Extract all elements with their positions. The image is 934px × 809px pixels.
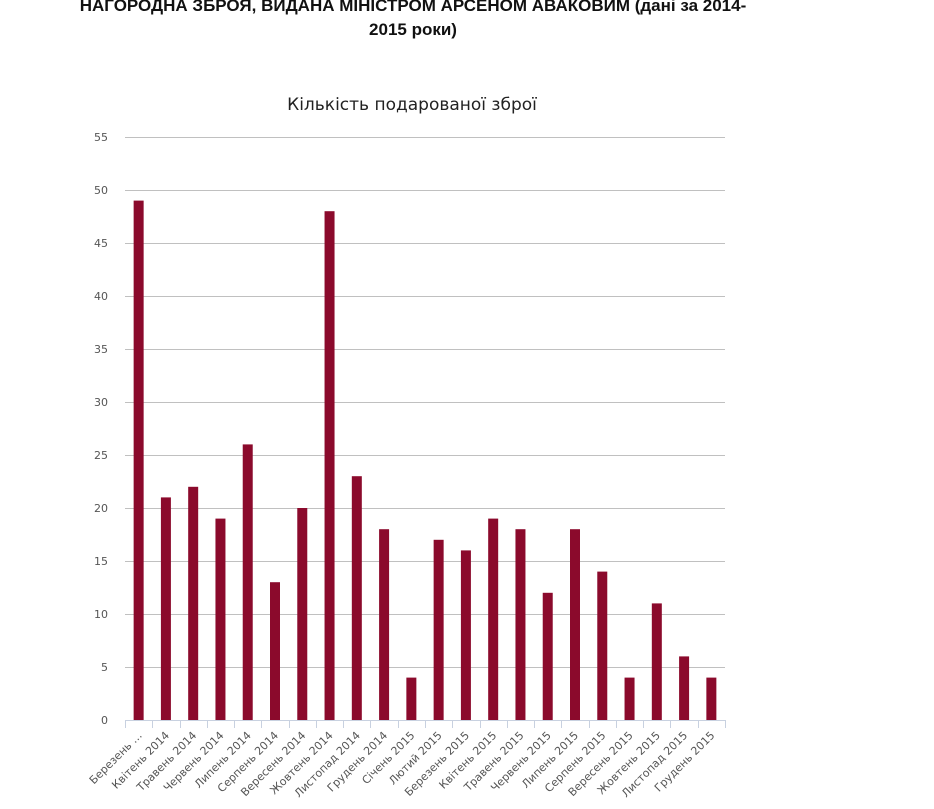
chart-title: Кількість подарованої зброї: [287, 95, 537, 115]
y-tick-label: 55: [94, 131, 108, 144]
y-tick-label: 0: [101, 714, 108, 727]
bar[interactable]: [270, 582, 280, 720]
y-tick-label: 20: [94, 502, 108, 515]
chart-bars: [133, 200, 717, 721]
bar[interactable]: [215, 518, 226, 720]
y-tick-label: 25: [94, 449, 108, 462]
y-tick-label: 50: [94, 184, 108, 197]
y-tick-label: 10: [94, 608, 108, 621]
chart-gridlines: [125, 137, 725, 668]
page-title-line-2: 2015 роки): [369, 20, 457, 39]
y-tick-label: 40: [94, 290, 108, 303]
bar[interactable]: [160, 497, 171, 720]
bar[interactable]: [133, 200, 144, 721]
bar[interactable]: [570, 529, 580, 720]
bar[interactable]: [324, 211, 335, 720]
bar[interactable]: [597, 571, 608, 720]
bar[interactable]: [624, 677, 635, 720]
bar[interactable]: [515, 529, 526, 720]
bar[interactable]: [297, 508, 308, 720]
y-tick-label: 5: [101, 661, 108, 674]
page-title-line-1: НАГОРОДНА ЗБРОЯ, ВИДАНА МІНІСТРОМ АРСЕНО…: [79, 0, 747, 15]
y-tick-label: 30: [94, 396, 108, 409]
y-tick-label: 35: [94, 343, 108, 356]
bar[interactable]: [651, 603, 662, 720]
bar[interactable]: [488, 518, 499, 720]
bar[interactable]: [433, 539, 444, 720]
bar[interactable]: [188, 486, 199, 720]
bar[interactable]: [679, 656, 690, 720]
bar[interactable]: [460, 550, 471, 720]
bar[interactable]: [406, 677, 417, 720]
bar[interactable]: [706, 677, 717, 720]
bar[interactable]: [379, 529, 390, 720]
page-title: НАГОРОДНА ЗБРОЯ, ВИДАНА МІНІСТРОМ АРСЕНО…: [0, 0, 826, 42]
y-tick-label: 45: [94, 237, 108, 250]
bar[interactable]: [542, 592, 553, 720]
y-tick-label: 15: [94, 555, 108, 568]
y-axis: 0 5 10 15 20 25 30 35 40 45 50 55: [94, 131, 108, 727]
bar[interactable]: [351, 476, 362, 720]
bar[interactable]: [242, 444, 253, 720]
